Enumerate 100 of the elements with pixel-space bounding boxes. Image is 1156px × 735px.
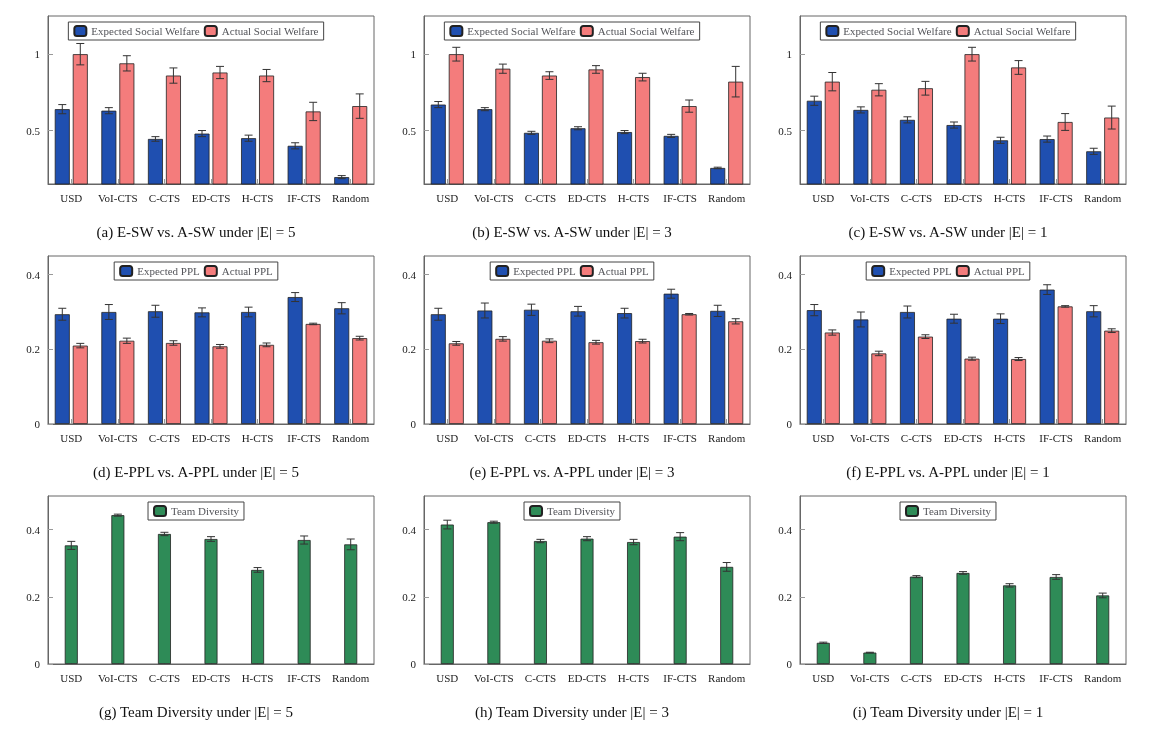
- x-tick-label: C-CTS: [148, 671, 181, 684]
- x-tick-label: Random: [708, 191, 746, 204]
- x-tick-label: ED-CTS: [943, 431, 983, 444]
- x-tick-label: USD: [436, 191, 459, 204]
- bar: [305, 323, 321, 424]
- x-tick-label: Random: [708, 671, 746, 684]
- bar: [956, 572, 970, 664]
- x-tick-label: VoI-CTS: [850, 671, 890, 684]
- y-tick-label: 0.4: [778, 268, 793, 281]
- bar: [728, 321, 744, 424]
- x-tick-label: Random: [332, 431, 370, 444]
- x-tick-label: H-CTS: [993, 671, 1026, 684]
- x-tick-label: Random: [1084, 671, 1122, 684]
- legend-label: Team Diversity: [547, 505, 616, 517]
- x-tick-label: C-CTS: [900, 431, 933, 444]
- bar: [1086, 311, 1102, 424]
- bar: [588, 342, 604, 424]
- bar: [334, 308, 350, 424]
- x-tick-label: VoI-CTS: [850, 431, 890, 444]
- x-tick-label: IF-CTS: [1039, 191, 1073, 204]
- x-tick-label: IF-CTS: [1039, 671, 1073, 684]
- x-tick-label: H-CTS: [617, 191, 650, 204]
- y-tick-label: 0.2: [402, 343, 416, 356]
- y-tick-label: 0: [410, 658, 417, 670]
- bar: [111, 515, 125, 664]
- text: (d) E-PPL vs. A-PPL under |E| = 5: [93, 463, 299, 481]
- bar: [853, 319, 869, 424]
- legend-label: Actual Social Welfare: [597, 25, 695, 37]
- bar: [1003, 585, 1017, 664]
- legend-label: Expected PPL: [889, 265, 953, 277]
- x-tick-label: IF-CTS: [663, 191, 697, 204]
- y-tick-label: 0: [410, 418, 417, 430]
- x-tick-label: ED-CTS: [567, 191, 607, 204]
- bar: [54, 314, 70, 424]
- bar: [1104, 330, 1120, 424]
- bar: [635, 341, 651, 424]
- y-tick-label: 0.5: [402, 124, 417, 137]
- bar: [430, 314, 446, 424]
- bar: [681, 314, 697, 424]
- y-tick-label: 0: [786, 658, 793, 670]
- x-tick-label: H-CTS: [617, 431, 650, 444]
- bar: [344, 544, 358, 664]
- bar: [287, 297, 303, 424]
- y-tick-label: 0.4: [402, 523, 417, 536]
- bar: [1096, 595, 1110, 664]
- x-tick-label: USD: [812, 671, 835, 684]
- text: (i) Team Diversity under |E| = 1: [852, 703, 1044, 721]
- y-tick-label: 0.2: [778, 590, 792, 603]
- bar: [720, 566, 734, 664]
- x-tick-label: Random: [332, 671, 370, 684]
- bar: [495, 338, 511, 424]
- bar: [627, 542, 641, 664]
- bar: [816, 642, 830, 664]
- y-tick-label: 1: [34, 48, 40, 61]
- legend-label: Team Diversity: [171, 505, 240, 517]
- bar: [863, 652, 877, 664]
- bar: [352, 338, 368, 424]
- legend-label: Actual PPL: [597, 265, 650, 277]
- bar: [663, 293, 679, 424]
- bar: [64, 545, 78, 664]
- x-tick-label: ED-CTS: [567, 431, 607, 444]
- y-tick-label: 0.4: [26, 523, 41, 536]
- y-tick-label: 0.2: [402, 590, 416, 603]
- legend-label: Actual Social Welfare: [221, 25, 319, 37]
- bar: [1039, 289, 1055, 424]
- bar: [946, 318, 962, 424]
- x-tick-label: USD: [60, 191, 83, 204]
- bar: [824, 332, 840, 424]
- x-tick-label: C-CTS: [900, 671, 933, 684]
- x-tick-label: ED-CTS: [191, 431, 231, 444]
- x-tick-label: VoI-CTS: [474, 431, 514, 444]
- y-tick-label: 0.2: [26, 590, 40, 603]
- x-tick-label: USD: [60, 431, 83, 444]
- bar: [964, 358, 980, 424]
- text: (e) E-PPL vs. A-PPL under |E| = 3: [469, 463, 675, 481]
- y-tick-label: 0.4: [26, 268, 41, 281]
- y-tick-label: 0: [34, 658, 41, 670]
- y-tick-label: 0.4: [778, 523, 793, 536]
- x-tick-label: H-CTS: [617, 671, 650, 684]
- bar: [147, 311, 163, 424]
- bar: [806, 310, 822, 424]
- bar: [487, 522, 501, 664]
- x-tick-label: VoI-CTS: [98, 671, 138, 684]
- legend-label: Expected Social Welfare: [91, 25, 200, 37]
- bar: [541, 340, 557, 424]
- y-tick-label: 0.5: [26, 124, 41, 137]
- bar: [477, 310, 493, 424]
- bar: [617, 313, 633, 424]
- bar: [448, 343, 464, 424]
- x-tick-label: VoI-CTS: [474, 191, 514, 204]
- bar: [710, 310, 726, 424]
- legend-label: Actual Social Welfare: [973, 25, 1071, 37]
- legend-label: Expected Social Welfare: [843, 25, 952, 37]
- x-tick-label: Random: [332, 191, 370, 204]
- x-tick-label: USD: [812, 191, 835, 204]
- x-tick-label: Random: [1084, 191, 1122, 204]
- y-tick-label: 1: [786, 48, 792, 61]
- y-tick-label: 0: [34, 418, 41, 430]
- x-tick-label: H-CTS: [993, 191, 1026, 204]
- text: (c) E-SW vs. A-SW under |E| = 1: [848, 223, 1048, 241]
